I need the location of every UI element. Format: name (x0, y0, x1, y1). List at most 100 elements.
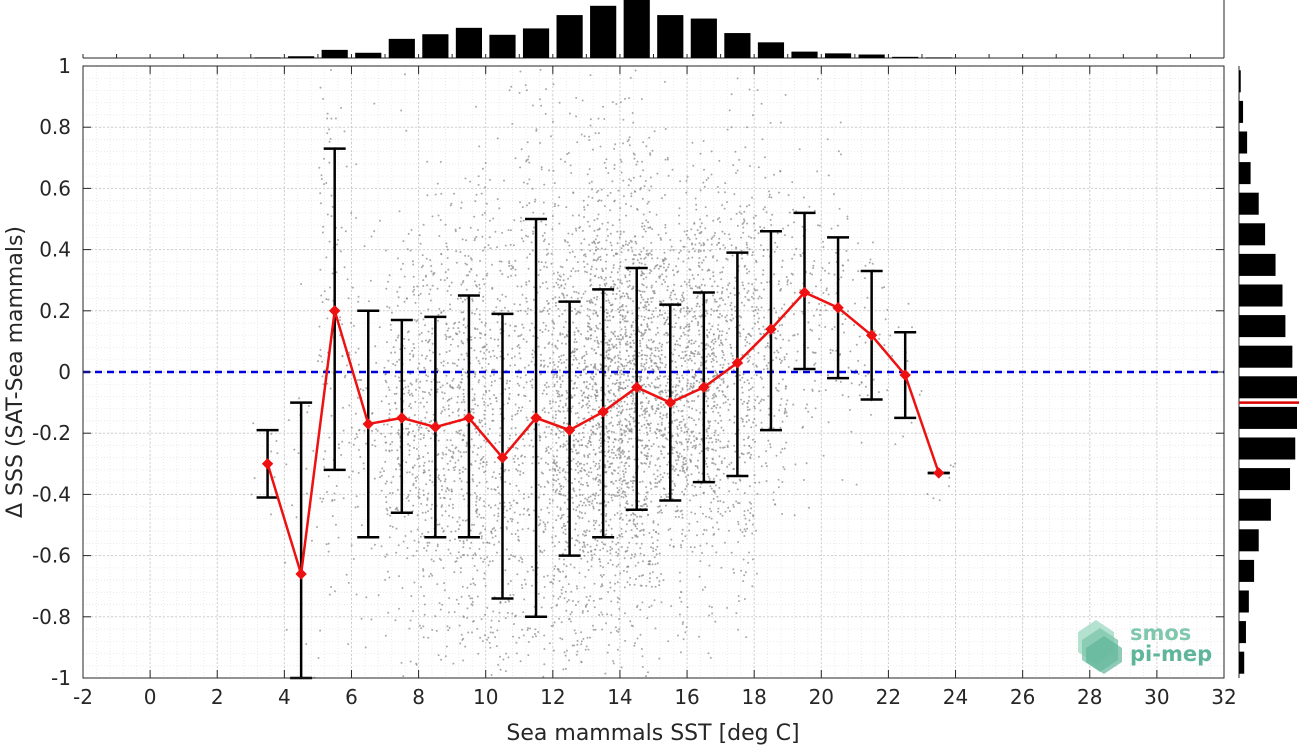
scatter-point (759, 333, 762, 336)
scatter-point (730, 244, 733, 247)
scatter-point (571, 405, 574, 408)
scatter-point (595, 326, 598, 329)
scatter-point (469, 583, 472, 586)
scatter-point (385, 507, 388, 510)
scatter-point (636, 637, 639, 640)
scatter-point (607, 172, 610, 174)
scatter-point (660, 509, 663, 512)
scatter-point (748, 389, 750, 392)
scatter-point (442, 567, 445, 569)
scatter-point (644, 446, 647, 449)
scatter-point (707, 475, 710, 478)
scatter-point (519, 556, 522, 559)
scatter-point (573, 350, 576, 353)
scatter-point (610, 631, 612, 634)
scatter-point (510, 274, 512, 277)
scatter-point (491, 368, 494, 371)
scatter-point (645, 419, 648, 422)
scatter-point (422, 397, 425, 400)
scatter-point (431, 327, 434, 330)
scatter-point (565, 259, 568, 261)
scatter-point (461, 470, 464, 473)
scatter-point (520, 455, 523, 458)
scatter-point (333, 499, 336, 501)
scatter-point (662, 403, 665, 406)
scatter-point (474, 373, 477, 376)
scatter-point (734, 150, 737, 153)
scatter-point (679, 390, 682, 393)
scatter-point (416, 528, 419, 531)
scatter-point (495, 400, 498, 403)
scatter-point (809, 328, 812, 331)
scatter-point (639, 293, 642, 296)
scatter-point (476, 453, 479, 456)
scatter-point (551, 333, 554, 336)
scatter-point (590, 549, 593, 552)
scatter-point (714, 449, 717, 452)
scatter-point (585, 473, 588, 476)
scatter-point (475, 274, 478, 277)
scatter-point (618, 405, 621, 407)
scatter-point (454, 228, 457, 231)
scatter-point (679, 325, 682, 328)
scatter-point (621, 408, 624, 411)
scatter-point (623, 475, 625, 478)
scatter-point (717, 510, 720, 513)
scatter-point (791, 257, 794, 260)
scatter-point (586, 610, 589, 613)
scatter-point (604, 454, 607, 457)
scatter-point (338, 319, 341, 322)
scatter-point (600, 188, 603, 191)
scatter-point (493, 310, 496, 313)
scatter-point (625, 495, 628, 498)
scatter-point (459, 571, 462, 574)
scatter-point (587, 442, 590, 445)
scatter-point (354, 506, 357, 509)
scatter-point (618, 494, 620, 497)
scatter-point (716, 259, 719, 262)
scatter-point (707, 377, 710, 380)
scatter-point (938, 499, 941, 502)
scatter-point (418, 386, 421, 389)
scatter-point (689, 268, 692, 271)
scatter-point (632, 121, 635, 124)
scatter-point (544, 411, 546, 414)
scatter-point (636, 207, 638, 210)
scatter-point (612, 493, 615, 496)
scatter-point (559, 508, 562, 511)
scatter-point (566, 508, 569, 510)
scatter-point (571, 250, 574, 253)
scatter-point (615, 479, 617, 482)
scatter-point (716, 243, 718, 246)
scatter-point (497, 541, 500, 543)
scatter-point (605, 414, 608, 417)
scatter-point (324, 450, 327, 453)
scatter-point (751, 251, 754, 254)
scatter-point (475, 500, 478, 503)
scatter-point (712, 375, 714, 378)
scatter-point (712, 333, 715, 336)
scatter-point (591, 196, 594, 199)
scatter-point (782, 227, 785, 230)
scatter-point (746, 222, 749, 225)
scatter-point (481, 346, 484, 349)
scatter-point (703, 185, 706, 188)
scatter-point (545, 266, 548, 269)
scatter-point (446, 277, 449, 279)
scatter-point (398, 210, 401, 213)
scatter-point (619, 334, 622, 336)
scatter-point (711, 357, 714, 360)
scatter-point (801, 310, 804, 313)
scatter-point (708, 605, 711, 608)
scatter-point (543, 575, 545, 578)
scatter-point (425, 411, 428, 414)
scatter-point (629, 620, 632, 623)
scatter-point (716, 218, 719, 221)
scatter-point (568, 659, 571, 662)
scatter-point (713, 392, 716, 395)
scatter-point (725, 314, 728, 317)
scatter-point (662, 299, 665, 302)
scatter-point (598, 614, 601, 616)
scatter-point (831, 328, 834, 331)
scatter-point (566, 294, 569, 297)
